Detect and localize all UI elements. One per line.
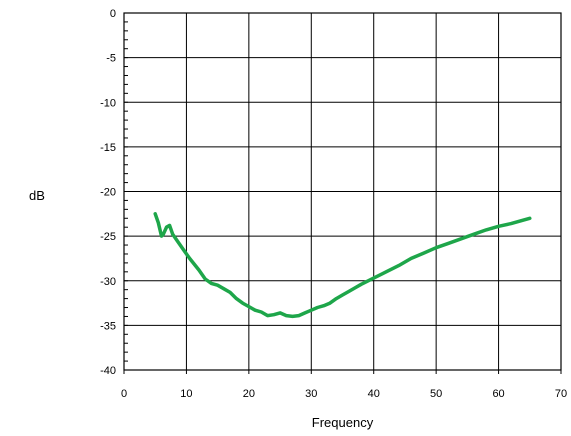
x-tick-label: 30 [305, 388, 317, 400]
y-tick-label: -20 [100, 187, 116, 199]
y-tick-label: -40 [100, 365, 116, 377]
y-tick-label: 0 [110, 8, 116, 20]
x-axis-label: Frequency [312, 415, 374, 430]
x-tick-label: 40 [368, 388, 380, 400]
x-tick-label: 20 [243, 388, 255, 400]
series-group [153, 212, 532, 319]
y-tick-labels: 0 -5 -10 -15 -20 -25 -30 -35 -40 [100, 8, 116, 377]
x-tick-label: 0 [121, 388, 127, 400]
y-tick-label: -5 [106, 53, 116, 65]
x-tick-label: 60 [492, 388, 504, 400]
series-line-1 [153, 212, 532, 319]
y-tick-label: -15 [100, 142, 116, 154]
x-tick-label: 70 [555, 388, 567, 400]
x-tick-labels: 0 10 20 30 40 50 60 70 [121, 388, 567, 400]
y-tick-label: -35 [100, 320, 116, 332]
y-tick-label: -30 [100, 276, 116, 288]
y-axis-label: dB [29, 188, 45, 203]
x-tick-label: 50 [430, 388, 442, 400]
grid-lines [123, 12, 562, 371]
x-tick-label: 10 [180, 388, 192, 400]
y-tick-label: -10 [100, 97, 116, 109]
axis-ticks [123, 12, 562, 374]
y-tick-label: -25 [100, 231, 116, 243]
